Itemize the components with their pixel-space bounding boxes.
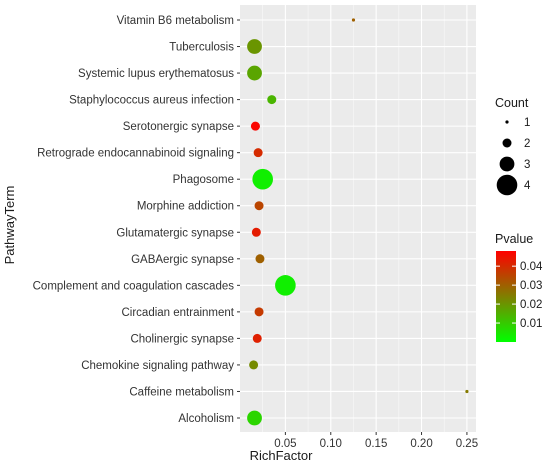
y-tick-label: Glutamatergic synapse [116, 227, 234, 239]
data-points [247, 18, 469, 426]
plot-panel [240, 5, 476, 432]
x-axis-title: RichFactor [250, 448, 314, 463]
x-tick-label: 0.20 [410, 438, 432, 450]
x-tick-label: 0.10 [320, 438, 342, 450]
count-legend-key [496, 174, 518, 196]
y-tick-label: Serotonergic synapse [123, 121, 234, 133]
count-legend-label: 2 [524, 138, 530, 150]
data-point [251, 227, 261, 237]
y-tick-label: Cholinergic synapse [130, 333, 234, 345]
y-tick-label: Vitamin B6 metabolism [117, 15, 234, 27]
pvalue-tick-label: 0.02 [520, 299, 542, 311]
y-tick-labels: Alcoholism Caffeine metabolism Chemokine s… [33, 15, 240, 425]
data-point [247, 39, 262, 54]
y-axis-title: PathwayTerm [2, 186, 17, 265]
data-point [253, 148, 263, 158]
data-point [250, 121, 260, 131]
data-point [254, 307, 264, 317]
data-point [252, 168, 273, 190]
x-tick-label: 0.15 [365, 438, 387, 450]
count-legend-title: Count [495, 96, 529, 110]
pvalue-colorbar [496, 251, 516, 342]
pvalue-tick-label: 0.04 [520, 261, 543, 273]
y-tick-label: Staphylococcus aureus infection [69, 95, 234, 107]
count-legend-label: 4 [524, 180, 531, 192]
y-tick-label: GABAergic synapse [131, 254, 234, 266]
y-tick-label: Retrograde endocannabinoid signaling [37, 148, 234, 160]
data-point [252, 333, 262, 343]
y-tick-label: Morphine addiction [137, 201, 234, 213]
y-tick-label: Circadian entrainment [121, 307, 234, 319]
data-point [267, 95, 277, 105]
y-tick-label: Complement and coagulation cascades [33, 280, 235, 292]
y-tick-label: Phagosome [173, 174, 234, 186]
count-legend-label: 3 [524, 159, 530, 171]
data-point [255, 254, 265, 264]
data-point [465, 389, 469, 394]
y-tick-label: Caffeine metabolism [129, 386, 234, 398]
y-tick-label: Tuberculosis [169, 42, 234, 54]
x-tick-labels: 0.05 0.10 0.15 0.20 0.25 [274, 432, 478, 450]
data-point [275, 275, 296, 296]
data-point [254, 201, 264, 211]
y-tick-label: Chemokine signaling pathway [81, 360, 234, 372]
data-point [247, 410, 262, 426]
pvalue-legend-title: Pvalue [495, 232, 533, 246]
y-tick-label: Alcoholism [178, 413, 234, 425]
count-legend: Count 1 2 3 4 [495, 96, 531, 196]
grid-lines [240, 5, 476, 432]
data-point [247, 65, 262, 81]
data-point [351, 18, 356, 22]
pvalue-tick-label: 0.03 [520, 280, 542, 292]
count-legend-key [505, 120, 509, 124]
data-point [249, 360, 259, 370]
x-tick-label: 0.05 [274, 438, 296, 450]
count-legend-key [502, 138, 512, 148]
count-legend-label: 1 [524, 117, 530, 129]
count-legend-key [499, 156, 515, 172]
pvalue-tick-label: 0.01 [520, 318, 542, 330]
pvalue-legend: Pvalue 0.01 0.02 0.03 0.04 [495, 232, 543, 342]
x-tick-label: 0.25 [456, 438, 478, 450]
y-tick-label: Systemic lupus erythematosus [78, 68, 234, 80]
